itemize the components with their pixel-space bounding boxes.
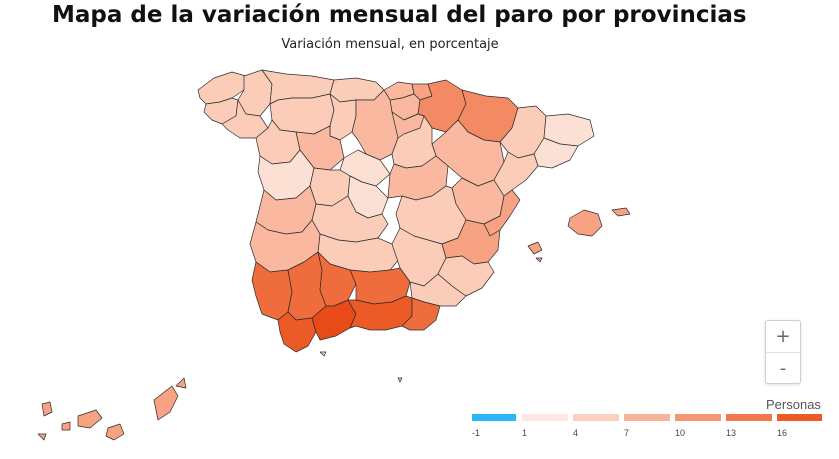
province-la-palma[interactable] [41, 401, 53, 417]
province-almeria[interactable] [401, 297, 441, 331]
province-gran-canaria[interactable] [105, 423, 125, 441]
province-mallorca[interactable] [567, 209, 603, 237]
map-subtitle: Variación mensual, en porcentaje [281, 37, 499, 52]
legend-label: 4 [573, 428, 579, 438]
legend-title: Personas [766, 397, 821, 412]
province-el-hierro[interactable] [37, 433, 47, 441]
legend-swatch [624, 414, 670, 421]
legend-swatch [777, 414, 822, 421]
legend-label: -1 [472, 428, 481, 438]
legend-label: 16 [777, 428, 788, 438]
province-tarragona[interactable] [493, 151, 539, 197]
province-valencia[interactable] [441, 219, 501, 265]
zoom-in-button[interactable]: + [766, 321, 800, 352]
zoom-control: + - [765, 320, 801, 384]
legend-swatch [573, 414, 619, 421]
legend-swatch [675, 414, 721, 421]
province-leon[interactable] [269, 93, 335, 135]
legend-label: 10 [675, 428, 686, 438]
province-menorca[interactable] [611, 207, 631, 217]
legend-swatch [726, 414, 772, 421]
province-fuerteventura[interactable] [153, 385, 179, 421]
province-palencia[interactable] [329, 93, 357, 141]
legend-swatch [472, 414, 516, 421]
province-ceuta[interactable] [319, 351, 327, 357]
legend-label: 1 [522, 428, 528, 438]
zoom-out-button[interactable]: - [766, 352, 800, 383]
province-formentera[interactable] [535, 257, 543, 263]
province-la-gomera[interactable] [61, 421, 71, 431]
province-melilla[interactable] [397, 377, 403, 383]
province-tenerife[interactable] [77, 409, 103, 429]
province-a-coruna[interactable] [197, 71, 247, 105]
legend-label: 13 [726, 428, 737, 438]
province-guadalajara[interactable] [387, 155, 449, 201]
province-lanzarote[interactable] [175, 377, 187, 389]
province-cadiz[interactable] [277, 311, 317, 353]
legend-swatch [522, 414, 568, 421]
province-ibiza[interactable] [527, 241, 543, 255]
province-la-rioja[interactable] [391, 111, 425, 139]
legend-label: 7 [624, 428, 630, 438]
map-title: Mapa de la variación mensual del paro po… [52, 2, 747, 28]
province-navarra[interactable] [417, 79, 467, 133]
